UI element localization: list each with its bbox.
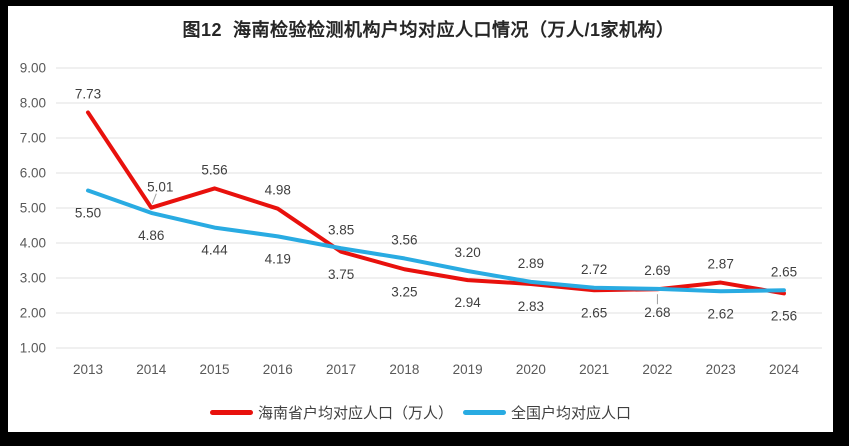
- legend: 海南省户均对应人口（万人） 全国户均对应人口: [8, 399, 833, 425]
- data-label: 3.75: [328, 267, 354, 282]
- data-label: 3.20: [454, 245, 480, 260]
- data-label: 7.73: [75, 86, 101, 101]
- legend-item-national: 全国户均对应人口: [463, 402, 631, 423]
- data-label: 4.98: [265, 183, 291, 198]
- x-tick-label: 2014: [136, 362, 167, 377]
- x-tick-label: 2024: [769, 362, 800, 377]
- x-tick-label: 2020: [516, 362, 546, 377]
- data-label: 2.89: [518, 256, 544, 271]
- x-tick-label: 2023: [706, 362, 736, 377]
- legend-line-swatch-hainan: [209, 409, 253, 415]
- y-tick-label: 5.00: [20, 201, 46, 216]
- data-label: 2.87: [708, 257, 734, 272]
- x-tick-label: 2018: [389, 362, 419, 377]
- x-tick-label: 2015: [200, 362, 230, 377]
- data-label: 2.94: [454, 295, 481, 310]
- y-tick-label: 9.00: [20, 61, 46, 76]
- y-tick-label: 6.00: [20, 166, 46, 181]
- chart-title: 图12 海南检验检测机构户均对应人口情况（万人/1家机构）: [182, 20, 675, 40]
- legend-label-national: 全国户均对应人口: [511, 404, 632, 422]
- chart-canvas: 图12 海南检验检测机构户均对应人口情况（万人/1家机构） 1.00 2.00 3.…: [8, 6, 833, 432]
- x-tick-label: 2017: [326, 362, 356, 377]
- x-tick-label: 2016: [263, 362, 293, 377]
- data-label: 2.56: [771, 308, 797, 323]
- data-label: 3.56: [391, 232, 417, 247]
- legend-label-hainan: 海南省户均对应人口（万人）: [257, 404, 453, 422]
- data-label: 2.65: [581, 305, 607, 320]
- y-tick-label: 2.00: [20, 306, 46, 321]
- y-tick-label: 7.00: [20, 131, 46, 146]
- data-label: 4.86: [138, 228, 164, 243]
- plot-area: 1.00 2.00 3.00 4.00 5.00 6.00 7.00 8.00 9.00 2013…: [20, 61, 822, 377]
- data-label: 2.83: [518, 299, 544, 314]
- data-label: 5.01: [147, 180, 173, 195]
- x-tick-label: 2013: [73, 362, 103, 377]
- x-tick-label: 2019: [453, 362, 483, 377]
- data-label: 2.65: [771, 264, 797, 279]
- data-label: 5.50: [75, 206, 101, 221]
- data-label: 4.19: [265, 251, 291, 266]
- data-label: 2.69: [644, 263, 670, 278]
- y-tick-label: 3.00: [20, 271, 46, 286]
- data-label: 4.44: [201, 243, 228, 258]
- series-line-national: [86, 188, 786, 294]
- x-tick-label: 2022: [642, 362, 672, 377]
- y-tick-label: 4.00: [20, 236, 46, 251]
- data-label: 3.85: [328, 222, 354, 237]
- data-label: 2.62: [708, 306, 734, 321]
- y-tick-label: 8.00: [20, 96, 46, 111]
- legend-line-swatch-national: [463, 409, 506, 415]
- legend-item-hainan: 海南省户均对应人口（万人）: [209, 402, 453, 423]
- data-label: 2.72: [581, 262, 607, 277]
- data-label: 5.56: [201, 162, 227, 177]
- y-tick-label: 1.00: [20, 341, 46, 356]
- label-leader-line: [151, 193, 157, 204]
- data-label: 2.68: [644, 305, 670, 320]
- data-label: 3.25: [391, 284, 417, 299]
- x-tick-label: 2021: [579, 362, 609, 377]
